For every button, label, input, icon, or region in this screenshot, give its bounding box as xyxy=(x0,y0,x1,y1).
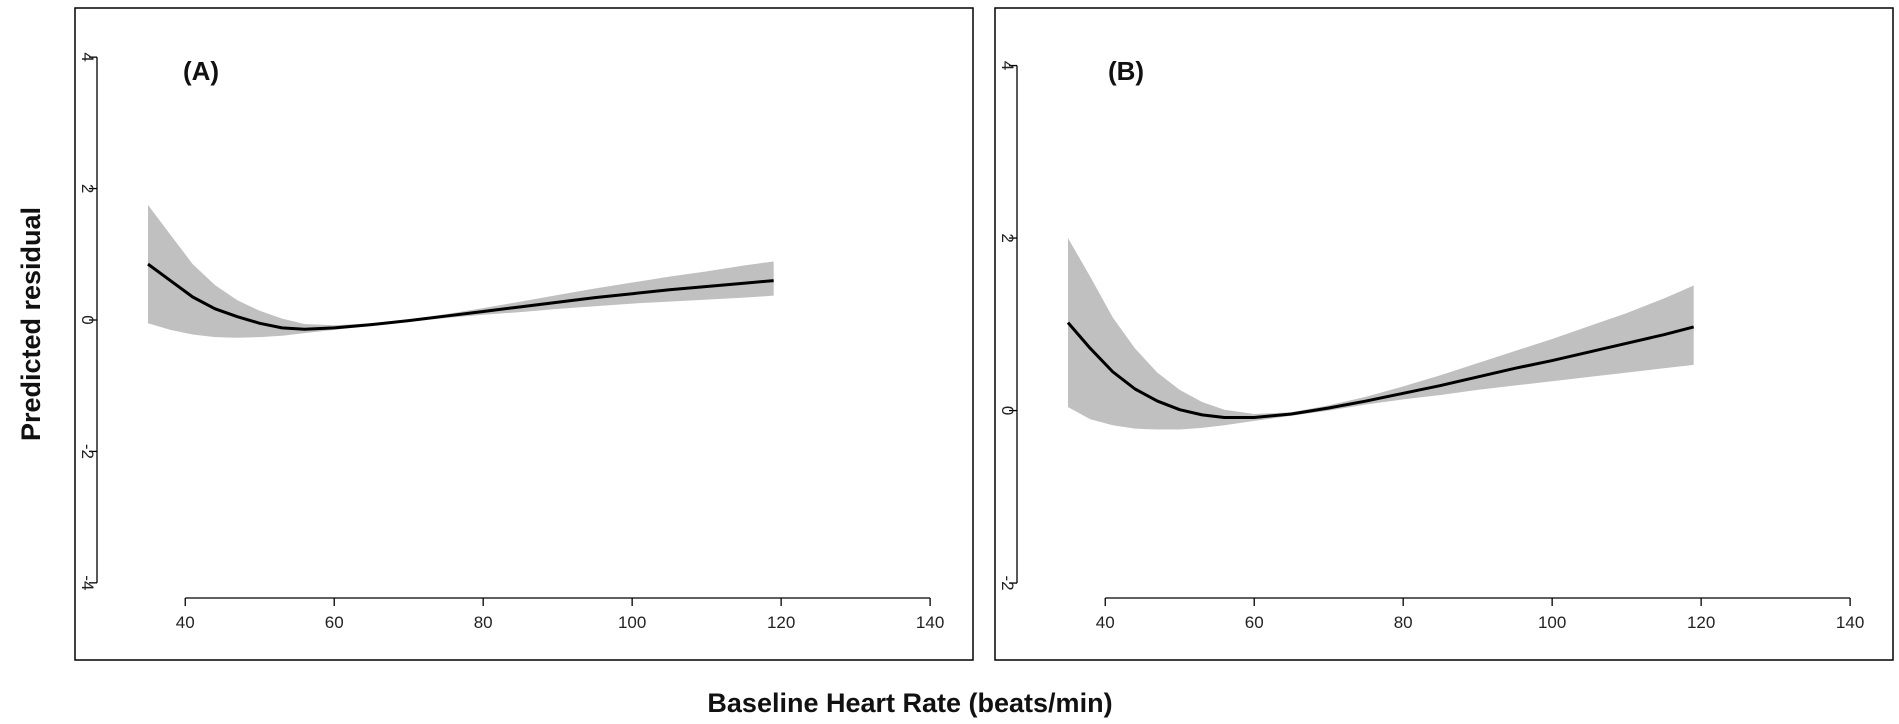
panel-b-x-tick-label: 120 xyxy=(1687,613,1715,632)
panel-a-confidence-band xyxy=(148,205,774,338)
panel-a-x-axis: 40 60 80 100 120 140 xyxy=(176,597,944,632)
panel-b: 40 60 80 100 120 140 -2 0 2 4 (B) xyxy=(994,7,1894,661)
panel-a-x-tick-label: 120 xyxy=(767,613,795,632)
panel-b-fit-line xyxy=(1066,321,1695,419)
panel-a: 40 60 80 100 120 140 -4 -2 0 2 4 (A) xyxy=(74,7,974,661)
panel-a-y-tick-label: -4 xyxy=(78,575,97,590)
panel-b-x-tick-label: 40 xyxy=(1096,613,1115,632)
panel-b-label: (B) xyxy=(1108,56,1144,86)
panel-a-band-layer xyxy=(148,205,774,338)
panel-a-line-layer xyxy=(147,262,774,331)
panel-a-label: (A) xyxy=(183,56,219,86)
panel-a-x-tick-label: 100 xyxy=(618,613,646,632)
panel-a-x-tick-label: 40 xyxy=(176,613,195,632)
panel-b-confidence-band xyxy=(1068,238,1694,430)
x-axis-title: Baseline Heart Rate (beats/min) xyxy=(707,688,1112,718)
panel-b-x-tick-label: 100 xyxy=(1538,613,1566,632)
panel-b-band-layer xyxy=(1068,238,1694,430)
panel-b-y-tick-label: -2 xyxy=(998,576,1017,591)
panel-a-y-tick-label: -2 xyxy=(78,444,97,459)
panel-b-x-tick-label: 140 xyxy=(1836,613,1864,632)
panel-b-x-tick-label: 60 xyxy=(1245,613,1264,632)
panel-b-x-axis: 40 60 80 100 120 140 xyxy=(1096,597,1864,632)
panel-a-y-tick-label: 0 xyxy=(78,315,97,324)
panel-a-x-tick-label: 140 xyxy=(916,613,944,632)
y-axis-title: Predicted residual xyxy=(16,207,46,441)
panel-a-x-tick-label: 80 xyxy=(474,613,493,632)
panel-b-y-tick-label: 0 xyxy=(998,406,1017,415)
panel-b-y-tick-label: 2 xyxy=(998,233,1017,242)
panel-b-frame xyxy=(994,7,1894,661)
panel-a-y-tick-label: 2 xyxy=(78,184,97,193)
panel-a-fit-line xyxy=(147,262,774,331)
panel-b-x-tick-label: 80 xyxy=(1394,613,1413,632)
panel-b-y-tick-label: 4 xyxy=(998,61,1017,70)
panel-b-y-axis: -2 0 2 4 xyxy=(998,61,1018,591)
panel-a-x-tick-label: 60 xyxy=(325,613,344,632)
panel-a-y-axis: -4 -2 0 2 4 xyxy=(78,52,98,590)
panel-a-y-tick-label: 4 xyxy=(78,52,97,61)
panel-b-line-layer xyxy=(1066,321,1695,419)
